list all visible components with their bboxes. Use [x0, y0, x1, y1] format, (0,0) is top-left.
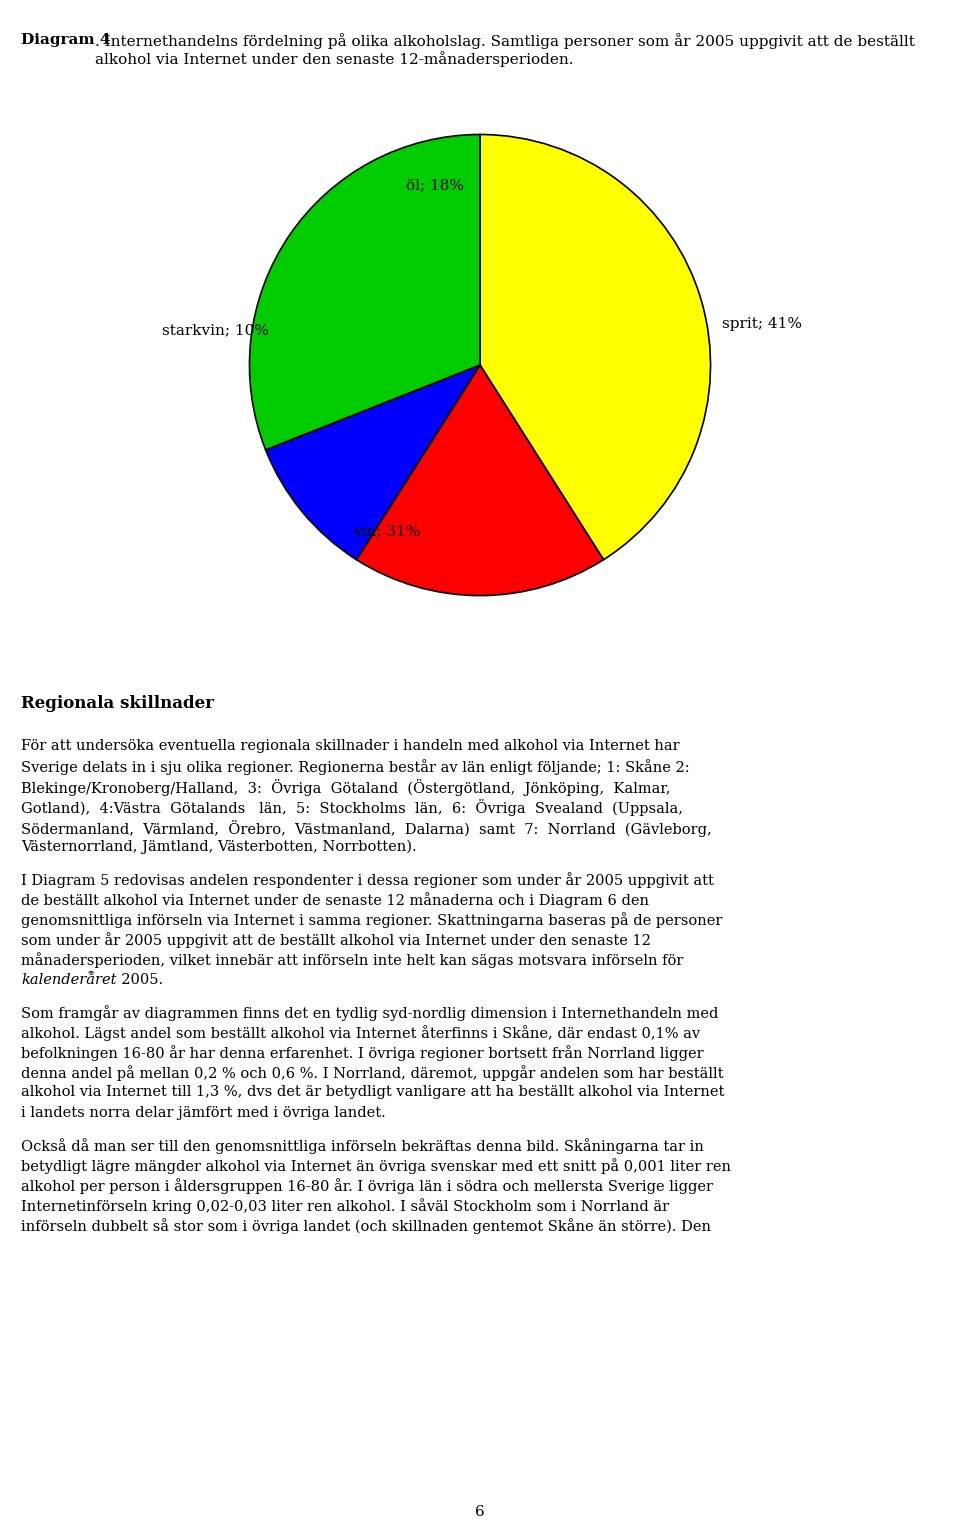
Text: 6: 6 [475, 1505, 485, 1519]
Text: månadersperioden, vilket innebär att införseln inte helt kan sägas motsvara infö: månadersperioden, vilket innebär att inf… [21, 953, 684, 968]
Wedge shape [480, 135, 710, 559]
Text: denna andel på mellan 0,2 % och 0,6 %. I Norrland, däremot, uppgår andelen som h: denna andel på mellan 0,2 % och 0,6 %. I… [21, 1065, 724, 1081]
Text: befolkningen 16-80 år har denna erfarenhet. I övriga regioner bortsett från Norr: befolkningen 16-80 år har denna erfarenh… [21, 1045, 704, 1061]
Text: betydligt lägre mängder alkohol via Internet än övriga svenskar med ett snitt på: betydligt lägre mängder alkohol via Inte… [21, 1157, 732, 1174]
Text: För att undersöka eventuella regionala skillnader i handeln med alkohol via Inte: För att undersöka eventuella regionala s… [21, 739, 680, 753]
Text: kalenderåret 2005.: kalenderåret 2005. [21, 973, 163, 987]
Text: vin; 31%: vin; 31% [353, 524, 420, 538]
Text: starkvin; 10%: starkvin; 10% [162, 323, 269, 338]
Text: Södermanland,  Värmland,  Örebro,  Västmanland,  Dalarna)  samt  7:  Norrland  (: Södermanland, Värmland, Örebro, Västmanl… [21, 819, 712, 836]
Text: I Diagram 5 redovisas andelen respondenter i dessa regioner som under år 2005 up: I Diagram 5 redovisas andelen respondent… [21, 871, 714, 888]
Wedge shape [356, 366, 604, 596]
Text: kalenderåret: kalenderåret [21, 973, 116, 987]
Text: Internetinförseln kring 0,02-0,03 liter ren alkohol. I såväl Stockholm som i Nor: Internetinförseln kring 0,02-0,03 liter … [21, 1199, 669, 1214]
Text: alkohol via Internet till 1,3 %, dvs det är betydligt vanligare att ha beställt : alkohol via Internet till 1,3 %, dvs det… [21, 1085, 725, 1099]
Text: alkohol. Lägst andel som beställt alkohol via Internet återfinns i Skåne, där en: alkohol. Lägst andel som beställt alkoho… [21, 1025, 700, 1041]
Text: alkohol per person i åldersgruppen 16-80 år. I övriga län i södra och mellersta : alkohol per person i åldersgruppen 16-80… [21, 1177, 713, 1194]
Wedge shape [266, 366, 480, 559]
Wedge shape [250, 135, 480, 450]
Text: Som framgår av diagrammen finns det en tydlig syd-nordlig dimension i Internetha: Som framgår av diagrammen finns det en t… [21, 1005, 718, 1021]
Text: i landets norra delar jämfört med i övriga landet.: i landets norra delar jämfört med i övri… [21, 1105, 386, 1119]
Text: kalenderåret: kalenderåret [21, 973, 116, 987]
Text: öl; 18%: öl; 18% [406, 178, 465, 192]
Text: Sverige delats in i sju olika regioner. Regionerna består av län enligt följande: Sverige delats in i sju olika regioner. … [21, 759, 689, 775]
Text: Västernorrland, Jämtland, Västerbotten, Norrbotten).: Västernorrland, Jämtland, Västerbotten, … [21, 839, 417, 855]
Text: Blekinge/Kronoberg/Halland,  3:  Övriga  Götaland  (Östergötland,  Jönköping,  K: Blekinge/Kronoberg/Halland, 3: Övriga Gö… [21, 779, 671, 796]
Text: Gotland),  4:Västra  Götalands   län,  5:  Stockholms  län,  6:  Övriga  Svealan: Gotland), 4:Västra Götalands län, 5: Sto… [21, 799, 684, 816]
Text: sprit; 41%: sprit; 41% [722, 317, 802, 330]
Text: de beställt alkohol via Internet under de senaste 12 månaderna och i Diagram 6 d: de beställt alkohol via Internet under d… [21, 891, 649, 908]
Text: som under år 2005 uppgivit att de beställt alkohol via Internet under den senast: som under år 2005 uppgivit att de bestäl… [21, 933, 651, 948]
Text: införseln dubbelt så stor som i övriga landet (och skillnaden gentemot Skåne än : införseln dubbelt så stor som i övriga l… [21, 1219, 711, 1234]
Text: Diagram 4: Diagram 4 [21, 32, 110, 48]
Text: . Internethandelns fördelning på olika alkoholslag. Samtliga personer som år 200: . Internethandelns fördelning på olika a… [95, 32, 915, 68]
Text: Regionala skillnader: Regionala skillnader [21, 695, 214, 712]
Text: Också då man ser till den genomsnittliga införseln bekräftas denna bild. Skåning: Också då man ser till den genomsnittliga… [21, 1137, 704, 1154]
Text: genomsnittliga införseln via Internet i samma regioner. Skattningarna baseras på: genomsnittliga införseln via Internet i … [21, 913, 723, 928]
